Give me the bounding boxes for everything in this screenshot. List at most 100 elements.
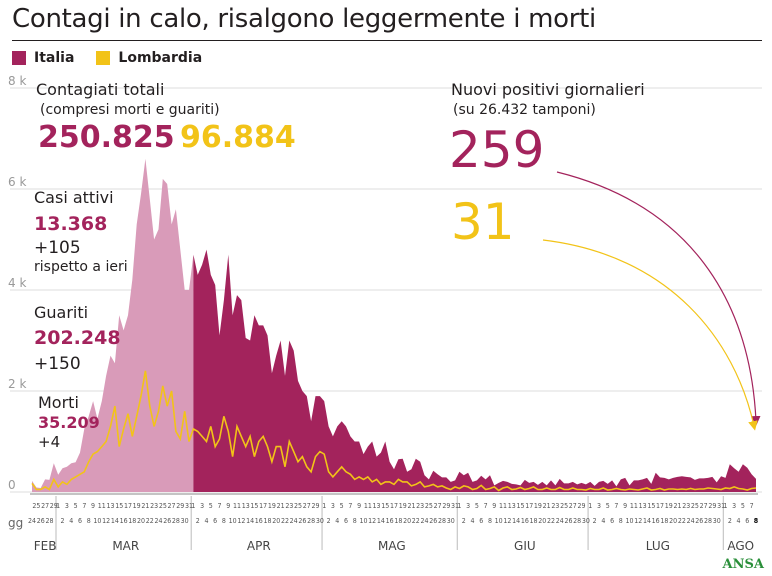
x-day-label: 19 [665, 502, 673, 510]
x-day-label: 25 [159, 502, 167, 510]
x-day-label: 7 [82, 502, 86, 510]
x-day-label: 3 [331, 502, 335, 510]
x-day-label: 13 [106, 502, 114, 510]
x-day-label: 16 [521, 517, 529, 525]
x-day-label: 10 [359, 517, 367, 525]
x-day-label: 15 [516, 502, 524, 510]
x-day-label: 3 [200, 502, 204, 510]
nuovi-label: Nuovi positivi giornalieri [451, 80, 645, 99]
x-day-label: 11 [233, 502, 241, 510]
x-row-label: gg [8, 516, 23, 530]
attivi-label: Casi attivi [34, 188, 114, 207]
x-day-label: 24 [421, 517, 429, 525]
x-day-label: 26 [564, 517, 572, 525]
x-day-label: 10 [93, 517, 101, 525]
series-italia-area-early [32, 158, 194, 492]
x-day-label: 22 [678, 517, 686, 525]
legend-label-lombardia: Lombardia [118, 50, 203, 66]
x-day-label: 1 [588, 502, 592, 510]
x-day-label: 8 [754, 517, 758, 525]
x-day-label: 2 [196, 517, 200, 525]
x-day-label: 19 [534, 502, 542, 510]
x-day-label: 10 [229, 517, 237, 525]
x-day-label: 20 [403, 517, 411, 525]
x-day-label: 27 [700, 502, 708, 510]
x-day-label: 29 [708, 502, 716, 510]
totali-label: Contagiati totali [36, 80, 165, 99]
x-day-label: 15 [115, 502, 123, 510]
x-day-label: 16 [255, 517, 263, 525]
x-day-label: 13 [242, 502, 250, 510]
x-day-label: 10 [626, 517, 634, 525]
x-day-label: 28 [704, 517, 712, 525]
x-day-label: 24 [687, 517, 695, 525]
x-day-label: 15 [647, 502, 655, 510]
x-day-label: 11 [499, 502, 507, 510]
x-day-label: 9 [91, 502, 95, 510]
x-day-label: 2 [462, 517, 466, 525]
x-day-label: 20 [538, 517, 546, 525]
x-day-label: 21 [673, 502, 681, 510]
x-day-label: 14 [512, 517, 520, 525]
x-day-label: 17 [525, 502, 533, 510]
attivi-note: rispetto a ieri [34, 259, 128, 275]
x-day-label: 25 [425, 502, 433, 510]
x-day-label: 25 [560, 502, 568, 510]
x-day-label: 28 [45, 517, 53, 525]
attivi-value: 13.368 [34, 213, 108, 235]
chart-title: Contagi in calo, risalgono leggermente i… [12, 4, 596, 34]
arrow-italia [556, 171, 761, 426]
x-day-label: 5 [606, 502, 610, 510]
x-day-label: 14 [246, 517, 254, 525]
x-day-label: 6 [78, 517, 82, 525]
x-day-label: 12 [237, 517, 245, 525]
x-day-label: 30 [582, 517, 590, 525]
x-day-label: 19 [268, 502, 276, 510]
x-day-label: 6 [479, 517, 483, 525]
month-label-ago: AGO [727, 539, 754, 553]
month-label-mag: MAG [378, 539, 406, 553]
x-day-label: 23 [416, 502, 424, 510]
x-day-label: 8 [619, 517, 623, 525]
x-day-label: 11 [98, 502, 106, 510]
x-day-label: 1 [723, 502, 727, 510]
x-day-label: 24 [28, 517, 36, 525]
x-day-label: 16 [120, 517, 128, 525]
x-day-label: 24 [290, 517, 298, 525]
arrow-lombardia [542, 239, 758, 431]
x-day-label: 25 [294, 502, 302, 510]
y-tick-label-2: 4 k [8, 276, 26, 290]
x-day-label: 22 [146, 517, 154, 525]
series-lombardia-line [31, 370, 757, 492]
nuovi-note: (su 26.432 tamponi) [453, 102, 596, 118]
x-day-label: 29 [50, 502, 58, 510]
x-day-label: 2 [728, 517, 732, 525]
x-day-label: 13 [639, 502, 647, 510]
x-day-label: 25 [691, 502, 699, 510]
x-day-label: 3 [732, 502, 736, 510]
x-day-label: 26 [37, 517, 45, 525]
x-day-label: 3 [597, 502, 601, 510]
x-day-label: 21 [141, 502, 149, 510]
legend-label-italia: Italia [34, 50, 75, 66]
x-day-label: 27 [168, 502, 176, 510]
x-day-label: 1 [56, 502, 60, 510]
x-day-label: 5 [209, 502, 213, 510]
x-day-label: 17 [656, 502, 664, 510]
x-day-label: 14 [377, 517, 385, 525]
x-day-label: 12 [368, 517, 376, 525]
x-day-label: 29 [578, 502, 586, 510]
x-day-label: 22 [281, 517, 289, 525]
x-day-label: 4 [470, 517, 474, 525]
x-day-label: 24 [556, 517, 564, 525]
x-day-label: 8 [87, 517, 91, 525]
x-day-label: 21 [277, 502, 285, 510]
x-day-label: 23 [682, 502, 690, 510]
x-day-label: 4 [204, 517, 208, 525]
x-day-label: 26 [163, 517, 171, 525]
x-day-label: 5 [74, 502, 78, 510]
legend-swatch-lombardia [96, 51, 111, 65]
morti-delta: +4 [38, 433, 61, 451]
x-day-label: 28 [172, 517, 180, 525]
x-day-label: 30 [181, 517, 189, 525]
